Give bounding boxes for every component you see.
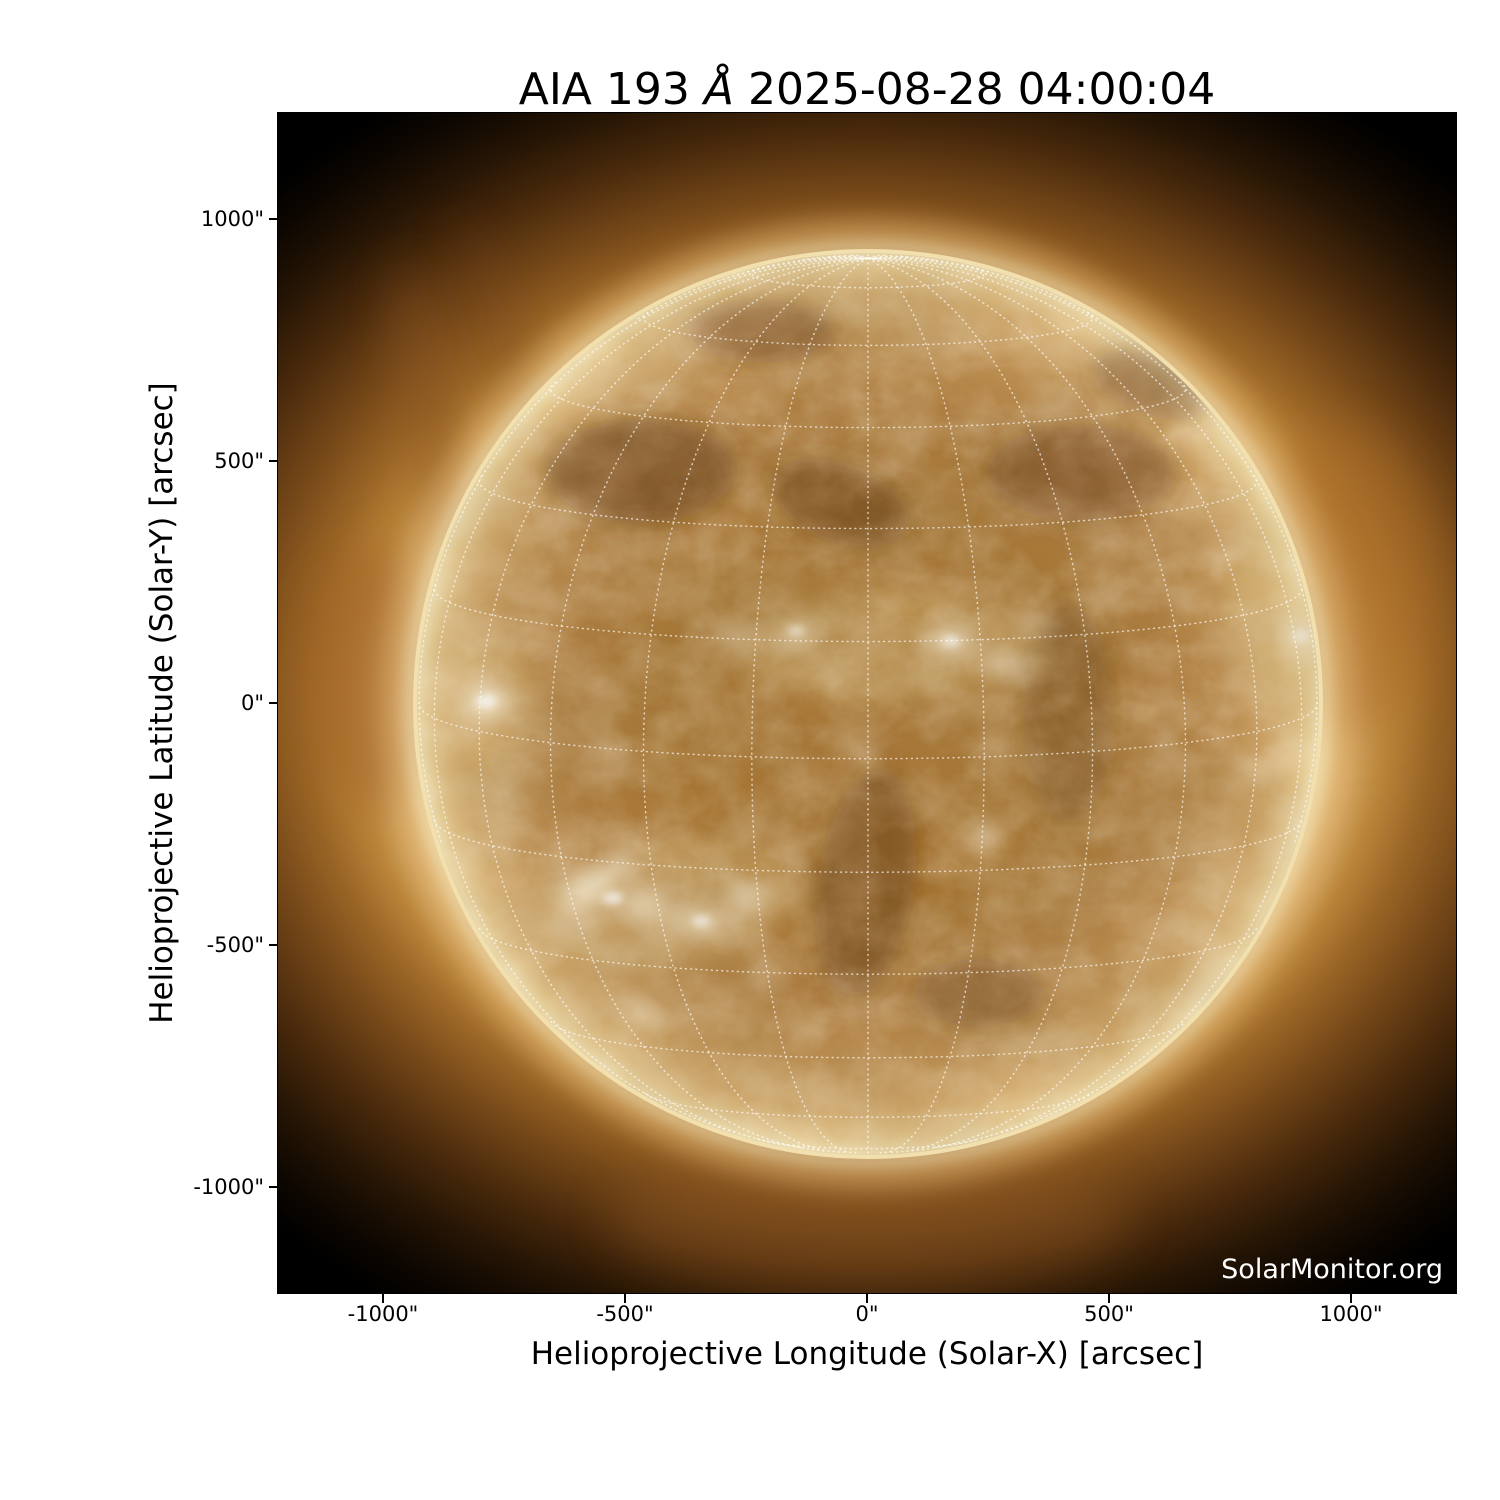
x-tick-label: 1000": [1319, 1302, 1383, 1326]
sun-image: [278, 113, 1456, 1293]
limb-outer-glow: [384, 220, 1352, 1188]
title-datetime: 2025-08-28 04:00:04: [733, 64, 1216, 115]
title-instrument-wavelength: AIA 193: [518, 64, 704, 115]
y-tick-label: -500": [206, 933, 264, 957]
heliographic-grid: [418, 254, 1318, 1154]
x-tick-label: -1000": [347, 1302, 419, 1326]
y-tick-label: -1000": [193, 1175, 264, 1199]
y-tick-label: 0": [240, 691, 264, 715]
title-angstrom-symbol: Å: [703, 64, 734, 115]
x-tick-mark: [624, 1294, 626, 1303]
x-tick-mark: [382, 1294, 384, 1303]
watermark: SolarMonitor.org: [1221, 1254, 1443, 1285]
y-tick-mark: [269, 460, 277, 462]
solar-image-plot: SolarMonitor.org: [277, 112, 1457, 1294]
limb-brightening: [406, 242, 1330, 1166]
y-tick-mark: [269, 702, 277, 704]
x-tick-label: 500": [1084, 1302, 1134, 1326]
figure-title: AIA 193 Å 2025-08-28 04:00:04: [277, 66, 1457, 114]
x-tick-mark: [866, 1294, 868, 1303]
y-tick-label: 1000": [200, 207, 264, 231]
x-tick-label: -500": [596, 1302, 654, 1326]
y-tick-mark: [269, 218, 277, 220]
y-tick-mark: [269, 1186, 277, 1188]
y-tick-mark: [269, 944, 277, 946]
x-tick-mark: [1108, 1294, 1110, 1303]
x-axis-label: Helioprojective Longitude (Solar-X) [arc…: [530, 1336, 1204, 1372]
x-tick-mark: [1350, 1294, 1352, 1303]
x-tick-label: 0": [855, 1302, 879, 1326]
y-tick-label: 500": [214, 449, 264, 473]
